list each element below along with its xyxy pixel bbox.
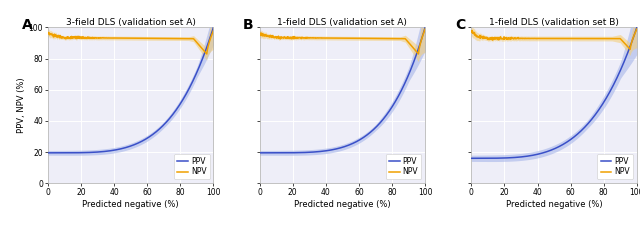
PPV	[421, 26, 429, 29]
NPV	[203, 53, 211, 55]
NPV	[44, 31, 52, 34]
PPV	[578, 129, 586, 131]
PPV	[633, 26, 640, 29]
PPV	[298, 151, 306, 154]
Text: A: A	[22, 18, 32, 32]
NPV	[86, 36, 94, 39]
NPV	[415, 53, 422, 55]
Line: PPV: PPV	[48, 27, 213, 153]
NPV	[380, 37, 388, 40]
NPV	[353, 37, 361, 40]
Line: NPV: NPV	[472, 29, 637, 49]
PPV	[468, 157, 476, 160]
PPV	[169, 113, 177, 116]
NPV	[468, 30, 476, 32]
PPV	[510, 156, 518, 159]
PPV	[565, 139, 573, 142]
NPV	[578, 37, 586, 40]
PPV	[141, 138, 149, 141]
NPV	[633, 28, 640, 30]
Text: C: C	[455, 18, 465, 32]
Title: 3-field DLS (validation set A): 3-field DLS (validation set A)	[66, 18, 196, 27]
X-axis label: Predicted negative (%): Predicted negative (%)	[506, 200, 602, 209]
PPV	[155, 128, 163, 131]
Legend: PPV, NPV: PPV, NPV	[386, 154, 421, 179]
PPV	[74, 151, 81, 154]
PPV	[209, 26, 217, 29]
Line: NPV: NPV	[260, 29, 425, 54]
NPV	[119, 37, 127, 39]
PPV	[86, 151, 94, 154]
PPV	[256, 151, 264, 154]
PPV	[353, 140, 361, 143]
PPV	[380, 117, 388, 119]
X-axis label: Predicted negative (%): Predicted negative (%)	[294, 200, 390, 209]
NPV	[74, 37, 81, 39]
NPV	[209, 29, 217, 32]
NPV	[169, 37, 177, 40]
PPV	[119, 147, 127, 150]
PPV	[366, 131, 374, 134]
NPV	[331, 37, 339, 39]
Title: 1-field DLS (validation set B): 1-field DLS (validation set B)	[489, 18, 619, 27]
NPV	[627, 48, 634, 51]
NPV	[510, 37, 518, 40]
PPV	[331, 148, 339, 151]
NPV	[141, 37, 149, 40]
NPV	[497, 36, 504, 39]
NPV	[256, 31, 264, 34]
NPV	[155, 37, 163, 40]
NPV	[565, 37, 573, 40]
Title: 1-field DLS (validation set A): 1-field DLS (validation set A)	[278, 18, 407, 27]
Line: NPV: NPV	[48, 31, 213, 54]
X-axis label: Predicted negative (%): Predicted negative (%)	[83, 200, 179, 209]
Y-axis label: PPV, NPV (%): PPV, NPV (%)	[17, 78, 26, 133]
NPV	[542, 37, 550, 40]
PPV	[44, 151, 52, 154]
Line: PPV: PPV	[260, 27, 425, 153]
NPV	[285, 36, 293, 39]
Legend: PPV, NPV: PPV, NPV	[174, 154, 209, 179]
NPV	[592, 37, 600, 40]
PPV	[285, 151, 293, 154]
NPV	[298, 36, 306, 39]
Line: PPV: PPV	[472, 27, 637, 158]
Text: B: B	[243, 18, 254, 32]
PPV	[542, 150, 550, 153]
PPV	[592, 112, 600, 115]
NPV	[421, 28, 429, 30]
PPV	[497, 157, 504, 159]
NPV	[366, 37, 374, 40]
Legend: PPV, NPV: PPV, NPV	[598, 154, 633, 179]
